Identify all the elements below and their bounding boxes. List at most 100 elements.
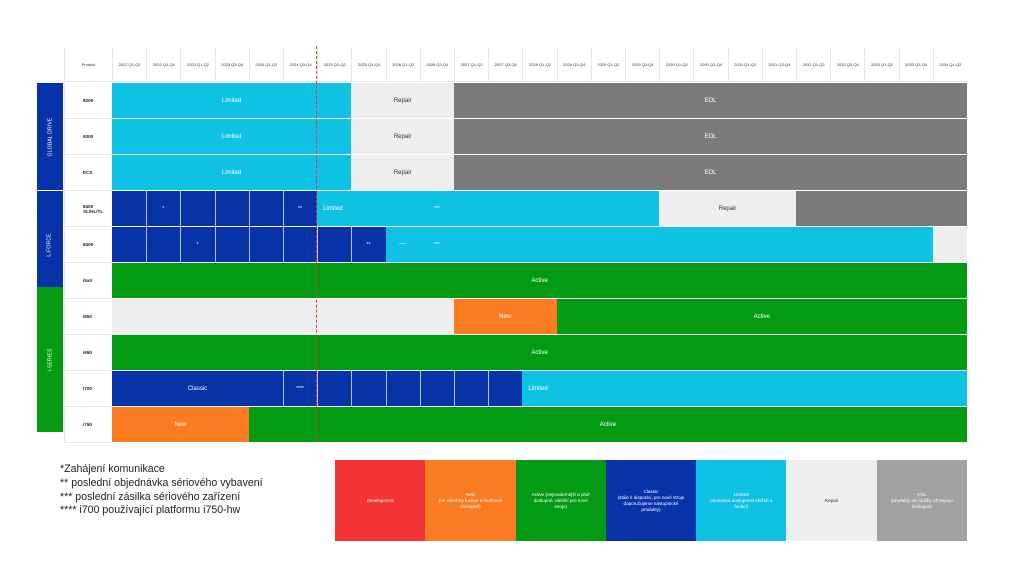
period-cell-divider xyxy=(283,191,284,226)
segment-repair-8200: Repair xyxy=(351,83,454,118)
legend-classic: Classic (stále k dispozici, pro nové stro… xyxy=(605,460,697,541)
legend-text: produkty) xyxy=(641,506,661,512)
product-label-8400-sl-hl-tl: 8400 SL/HL/TL xyxy=(64,191,111,227)
product-label-8400: 8400 xyxy=(64,227,111,263)
segment-repair-8400-sl-hl-tl: Repair xyxy=(659,191,796,226)
legend-text: (produkty ani služby už nejsou xyxy=(890,497,953,503)
period-cell-divider xyxy=(351,227,353,262)
footnote-marker: **** xyxy=(296,385,304,392)
period-header: 2033 Q1-Q2 xyxy=(864,48,899,82)
footnote-2: ** poslední objednávka sériového vybaven… xyxy=(60,476,263,489)
period-cell-divider xyxy=(180,227,182,262)
segment-label: Active xyxy=(531,349,548,356)
period-cell-divider xyxy=(454,371,455,406)
segment-limited-8400 xyxy=(385,227,933,262)
period-cell-divider xyxy=(385,371,387,406)
period-header: 2028 Q3-Q4 xyxy=(556,48,591,82)
period-header: 2034 Q1-Q2 xyxy=(932,48,967,82)
period-header: 2028 Q1-Q2 xyxy=(522,48,557,82)
footnote-marker: * xyxy=(162,205,165,212)
footnote-marker: ******* xyxy=(399,243,407,246)
segment-label: New xyxy=(174,421,187,428)
group-label: GLOBAL DRIVE xyxy=(47,117,53,156)
segment-label: Active xyxy=(753,313,770,320)
footnote-marker: ** xyxy=(298,205,303,212)
segment-label: Limited xyxy=(528,385,548,392)
lifecycle-roadmap-chart: Produkt 2022 Q1-Q2 2022 Q3-Q4 2023 Q1-Q2 202… xyxy=(37,48,967,443)
product-label-8200: 8200 xyxy=(64,83,111,119)
period-cell-divider xyxy=(488,371,490,406)
segment-repair-9300: Repair xyxy=(351,119,454,154)
segment-eol-8200: EOL xyxy=(454,83,967,118)
period-header: 2031 Q1-Q2 xyxy=(727,48,762,82)
legend-text: Repair xyxy=(824,497,839,503)
segment-label: Repair xyxy=(393,169,412,176)
segment-label: Limited xyxy=(222,97,242,104)
footnote-4: **** i700 používající platformu i750-hw xyxy=(60,504,241,517)
period-header: 2025 Q3-Q4 xyxy=(351,48,386,82)
legend-text: dostupné) xyxy=(460,503,481,509)
group-l-force: L-FORCE xyxy=(37,191,63,298)
segment-limited-i700: Limited xyxy=(522,371,967,406)
period-cell-divider xyxy=(248,191,250,226)
segment-label: Repair xyxy=(393,133,412,140)
segment-limited-8200: Limited xyxy=(112,83,352,118)
period-cell-divider xyxy=(419,371,421,406)
legend-text: dostupné, ideální pro nové xyxy=(533,497,588,503)
period-header: 2031 Q3-Q4 xyxy=(761,48,796,82)
legend-text: Classic xyxy=(643,488,659,494)
legend-eol-legend: EOL (produkty ani služby už nejsou dostupn… xyxy=(876,460,967,541)
legend-repair: Repair xyxy=(786,460,877,541)
legend-text: Limited xyxy=(733,491,749,497)
segment-label: Limited xyxy=(222,133,242,140)
period-header: 2030 Q1-Q2 xyxy=(659,48,694,82)
period-header: 2023 Q1-Q2 xyxy=(180,48,215,82)
segment-limited-9300: Limited xyxy=(112,119,352,154)
legend-text: EOL xyxy=(917,491,927,497)
segment-active-i650: Active xyxy=(556,299,967,334)
period-header: 2023 Q3-Q4 xyxy=(214,48,249,82)
legend-development: Development xyxy=(335,460,426,541)
legend-text: stroje) xyxy=(554,503,568,509)
segment-label: Active xyxy=(599,421,617,428)
segment-label: EOL xyxy=(704,97,717,104)
segment-repair-8400 xyxy=(932,227,967,262)
legend-text: funkcí) xyxy=(734,503,749,509)
period-header: 2026 Q1-Q2 xyxy=(385,48,420,82)
product-label-9300: 9300 xyxy=(64,119,111,155)
legend-text: (ne všechny funkce a možnosti xyxy=(438,497,502,503)
legend-active: Active (nejmodernější a plně dostupné, id… xyxy=(515,460,606,541)
period-header: 2030 Q3-Q4 xyxy=(693,48,728,82)
segment-active-i950: Active xyxy=(112,335,967,370)
period-cell-divider xyxy=(283,227,284,262)
segment-label: New xyxy=(499,313,512,320)
period-header: 2027 Q1-Q2 xyxy=(454,48,489,82)
legend-text: (omezená dostupnost služeb a xyxy=(709,497,773,503)
period-header: 2022 Q3-Q4 xyxy=(146,48,181,82)
header-product-label: Produkt xyxy=(64,48,112,82)
product-label-i650: i650 xyxy=(64,299,111,335)
period-cell-divider xyxy=(248,227,250,262)
segment-repair-ecs: Repair xyxy=(351,155,454,190)
legend-text: dostupné) xyxy=(911,503,933,509)
period-header: 2033 Q3-Q4 xyxy=(898,48,933,82)
period-header: 2022 Q1-Q2 xyxy=(112,48,147,82)
period-header: 2024 Q1-Q2 xyxy=(248,48,283,82)
segment-label: EOL xyxy=(704,169,717,176)
footnote-marker: * xyxy=(196,241,199,248)
footnote-marker: *** xyxy=(433,205,440,212)
period-cell-divider xyxy=(351,371,353,406)
period-cell-divider xyxy=(317,371,319,406)
period-cell-divider xyxy=(214,191,216,226)
segment-repair-i650 xyxy=(112,299,454,334)
segment-new-i650: New xyxy=(454,299,557,334)
status-legend: Development New (ne všechny funkce a možno… xyxy=(335,460,967,541)
period-header: 2029 Q3-Q4 xyxy=(625,48,660,82)
period-header: 2026 Q3-Q4 xyxy=(419,48,454,82)
period-header: 2025 Q1-Q2 xyxy=(317,48,352,82)
legend-text: Active (nejmodernější a plně xyxy=(531,491,590,497)
period-cell-divider xyxy=(317,227,319,262)
legend-new: New (ne všechny funkce a možnosti dostupné… xyxy=(425,460,516,541)
group-global-drive: GLOBAL DRIVE xyxy=(37,83,63,190)
group-label: I-SERIES xyxy=(47,348,53,371)
